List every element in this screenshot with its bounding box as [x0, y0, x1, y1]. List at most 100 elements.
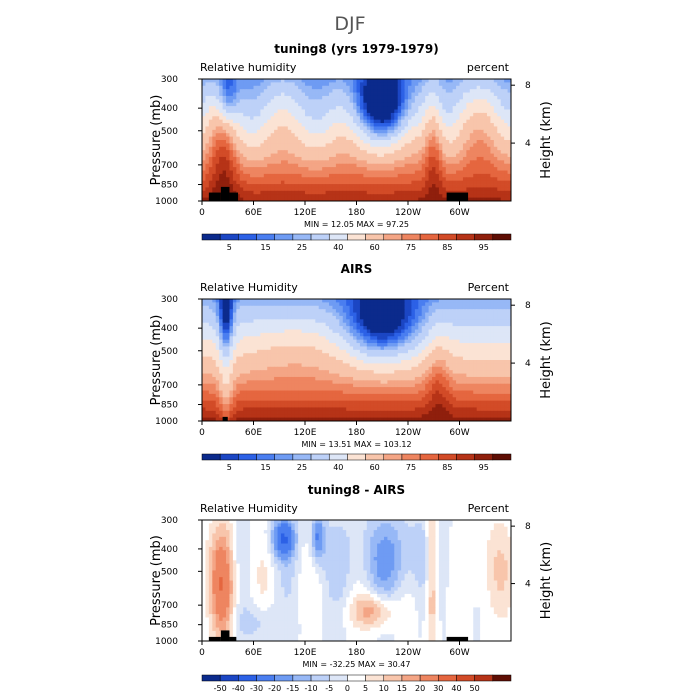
field-cell [370, 156, 375, 161]
field-cell [256, 299, 261, 303]
field-cell [291, 190, 296, 195]
field-cell [222, 150, 227, 154]
field-cell [462, 153, 467, 158]
field-cell [263, 167, 268, 171]
field-cell [504, 150, 508, 154]
field-cell [232, 305, 237, 310]
field-cell [318, 126, 323, 131]
field-cell [305, 339, 309, 344]
field-cell [280, 332, 285, 337]
field-cell [335, 79, 340, 83]
field-cell [442, 106, 447, 110]
field-cell [497, 356, 502, 361]
field-cell [387, 82, 392, 87]
field-cell [260, 79, 265, 83]
field-cell [401, 133, 405, 138]
field-cell [335, 184, 340, 188]
field-cell [229, 99, 234, 104]
field-cell [411, 339, 416, 344]
field-cell [349, 156, 354, 161]
field-cell [208, 146, 213, 151]
field-cell [414, 312, 419, 317]
field-cell [263, 123, 268, 127]
field-cell [239, 133, 244, 138]
field-cell [236, 353, 241, 358]
field-cell [497, 309, 502, 313]
field-cell [246, 339, 251, 344]
field-cell [428, 315, 433, 320]
field-cell [229, 85, 234, 90]
field-cell [329, 140, 333, 144]
field-cell [339, 312, 344, 317]
field-cell [260, 116, 265, 121]
field-cell [325, 349, 330, 354]
field-cell [274, 85, 278, 90]
field-cell [497, 136, 502, 141]
field-cell [394, 153, 399, 158]
field-cell [298, 360, 302, 364]
field-cell [263, 106, 268, 110]
field-cell [425, 133, 429, 138]
field-cell [277, 187, 282, 192]
field-cell [473, 146, 478, 151]
field-cell [490, 194, 495, 199]
field-cell [353, 305, 357, 310]
variable-label: Relative humidity [200, 61, 297, 74]
field-cell [315, 360, 320, 364]
field-cell [435, 336, 440, 341]
field-cell [497, 197, 502, 202]
field-cell [308, 187, 313, 192]
field-cell [390, 92, 395, 97]
colorbar-label: 60 [370, 243, 380, 252]
field-cell [459, 143, 464, 148]
field-cell [493, 123, 498, 127]
field-cell [322, 167, 326, 171]
field-cell [270, 187, 275, 192]
field-cell [277, 156, 282, 161]
field-cell [356, 356, 361, 361]
field-cell [349, 140, 354, 144]
field-cell [408, 173, 412, 178]
field-cell [246, 129, 251, 134]
field-cell [394, 85, 399, 90]
field-cell [428, 167, 433, 171]
field-cell [486, 309, 491, 313]
field-cell [466, 336, 471, 341]
field-cell [270, 305, 275, 310]
field-cell [301, 349, 306, 354]
field-cell [325, 129, 330, 134]
field-cell [239, 146, 244, 151]
field-cell [390, 309, 395, 313]
field-cell [480, 339, 484, 344]
field-cell [332, 190, 337, 195]
field-cell [500, 177, 505, 182]
field-cell [329, 353, 333, 358]
field-cell [339, 177, 344, 182]
field-cell [342, 197, 347, 202]
field-cell [346, 129, 351, 134]
field-cell [215, 312, 220, 317]
field-cell [215, 326, 220, 330]
field-cell [329, 136, 333, 141]
field-cell [438, 146, 443, 151]
field-cell [359, 312, 364, 317]
field-cell [504, 123, 508, 127]
colorbar-swatch [292, 233, 312, 241]
field-cell [462, 187, 467, 192]
field-cell [267, 163, 272, 168]
field-cell [411, 85, 416, 90]
field-cell [280, 190, 285, 195]
field-cell [500, 332, 505, 337]
field-cell [284, 360, 289, 364]
field-cell [401, 89, 405, 93]
field-cell [469, 187, 474, 192]
field-cell [322, 150, 326, 154]
field-cell [435, 343, 440, 347]
field-cell [377, 89, 381, 93]
field-cell [253, 170, 258, 175]
field-cell [280, 160, 285, 165]
field-cell [301, 106, 306, 110]
field-cell [315, 180, 320, 185]
field-cell [215, 133, 220, 138]
field-cell [246, 112, 251, 117]
